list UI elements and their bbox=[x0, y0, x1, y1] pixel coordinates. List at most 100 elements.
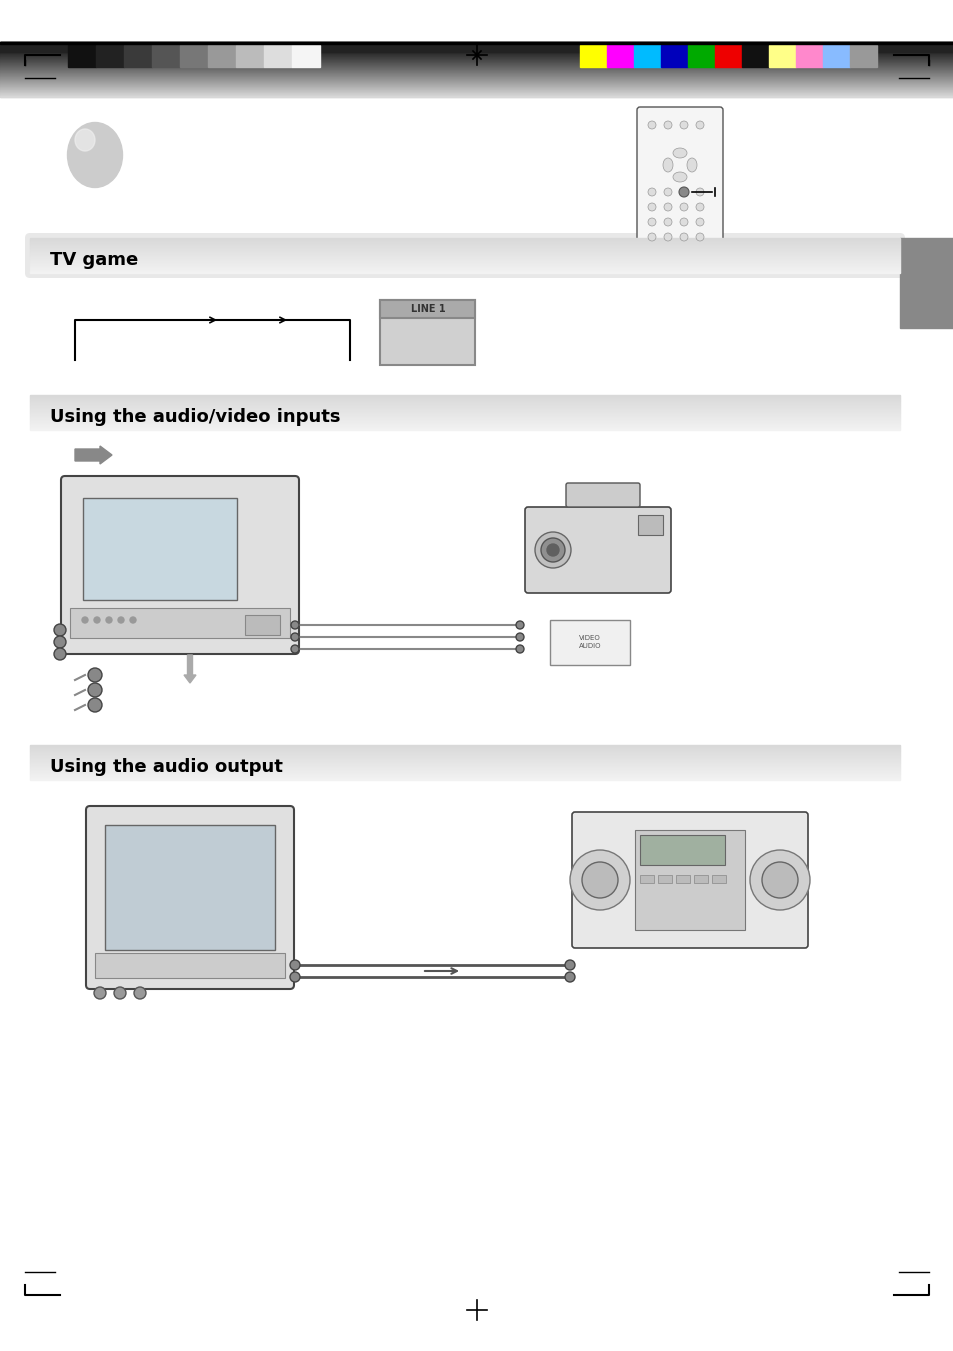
Bar bbox=[741, 45, 768, 68]
Ellipse shape bbox=[662, 158, 672, 172]
Text: VIDEO
AUDIO: VIDEO AUDIO bbox=[578, 635, 600, 648]
Circle shape bbox=[88, 684, 102, 697]
Bar bbox=[687, 45, 714, 68]
Circle shape bbox=[291, 621, 298, 630]
Bar bbox=[245, 615, 280, 635]
Bar bbox=[606, 45, 634, 68]
Bar bbox=[96, 45, 124, 68]
Circle shape bbox=[663, 122, 671, 128]
Circle shape bbox=[94, 617, 100, 623]
Bar bbox=[795, 45, 822, 68]
FancyBboxPatch shape bbox=[572, 812, 807, 948]
Bar bbox=[208, 45, 235, 68]
Text: Using the audio/video inputs: Using the audio/video inputs bbox=[50, 408, 340, 426]
Circle shape bbox=[569, 850, 629, 911]
Bar bbox=[711, 875, 725, 884]
FancyArrow shape bbox=[75, 446, 112, 463]
Text: LINE 1: LINE 1 bbox=[410, 304, 445, 313]
Bar bbox=[124, 45, 152, 68]
Circle shape bbox=[647, 203, 656, 211]
Circle shape bbox=[94, 988, 106, 998]
Circle shape bbox=[696, 218, 703, 226]
Bar bbox=[693, 875, 707, 884]
Text: TV game: TV game bbox=[50, 251, 138, 269]
Circle shape bbox=[564, 961, 575, 970]
FancyBboxPatch shape bbox=[25, 232, 904, 278]
Circle shape bbox=[54, 648, 66, 661]
Bar bbox=[822, 45, 849, 68]
Circle shape bbox=[546, 544, 558, 557]
Circle shape bbox=[516, 621, 523, 630]
Circle shape bbox=[663, 218, 671, 226]
FancyBboxPatch shape bbox=[637, 107, 722, 258]
Circle shape bbox=[647, 232, 656, 240]
Circle shape bbox=[679, 232, 687, 240]
Circle shape bbox=[535, 532, 571, 567]
Bar bbox=[639, 835, 724, 865]
Bar bbox=[180, 45, 208, 68]
FancyBboxPatch shape bbox=[86, 807, 294, 989]
Circle shape bbox=[647, 188, 656, 196]
Circle shape bbox=[679, 188, 687, 196]
Bar bbox=[579, 45, 606, 68]
Circle shape bbox=[54, 636, 66, 648]
Bar bbox=[768, 45, 795, 68]
Circle shape bbox=[761, 862, 797, 898]
Circle shape bbox=[516, 634, 523, 640]
FancyBboxPatch shape bbox=[565, 484, 639, 507]
Bar bbox=[550, 620, 629, 665]
Circle shape bbox=[113, 988, 126, 998]
Bar bbox=[676, 875, 689, 884]
Bar bbox=[292, 45, 319, 68]
Circle shape bbox=[88, 667, 102, 682]
Circle shape bbox=[696, 188, 703, 196]
Circle shape bbox=[516, 644, 523, 653]
Bar bbox=[849, 45, 876, 68]
Circle shape bbox=[679, 218, 687, 226]
Ellipse shape bbox=[75, 128, 95, 151]
Circle shape bbox=[118, 617, 124, 623]
Circle shape bbox=[696, 203, 703, 211]
Circle shape bbox=[679, 203, 687, 211]
Bar bbox=[634, 45, 660, 68]
Bar bbox=[70, 608, 290, 638]
Circle shape bbox=[291, 634, 298, 640]
Bar bbox=[635, 830, 744, 929]
Bar bbox=[0, 42, 953, 51]
Bar bbox=[638, 515, 662, 535]
Bar bbox=[379, 300, 475, 365]
Bar bbox=[660, 45, 687, 68]
Bar bbox=[152, 45, 180, 68]
Ellipse shape bbox=[68, 123, 122, 188]
Bar bbox=[83, 499, 236, 600]
Bar bbox=[264, 45, 292, 68]
Circle shape bbox=[133, 988, 146, 998]
Bar bbox=[0, 42, 953, 45]
Circle shape bbox=[54, 624, 66, 636]
Circle shape bbox=[663, 188, 671, 196]
Ellipse shape bbox=[672, 149, 686, 158]
Bar bbox=[95, 952, 285, 978]
Ellipse shape bbox=[672, 172, 686, 182]
Circle shape bbox=[696, 122, 703, 128]
Circle shape bbox=[679, 122, 687, 128]
Circle shape bbox=[696, 232, 703, 240]
Circle shape bbox=[663, 203, 671, 211]
Circle shape bbox=[679, 186, 688, 197]
FancyBboxPatch shape bbox=[61, 476, 298, 654]
Circle shape bbox=[290, 971, 299, 982]
Circle shape bbox=[564, 971, 575, 982]
Circle shape bbox=[106, 617, 112, 623]
Bar bbox=[105, 825, 274, 950]
Text: Using the audio output: Using the audio output bbox=[50, 758, 283, 775]
Bar bbox=[899, 238, 953, 328]
Bar bbox=[714, 45, 741, 68]
Bar bbox=[658, 875, 671, 884]
Bar bbox=[639, 875, 654, 884]
Circle shape bbox=[130, 617, 136, 623]
FancyBboxPatch shape bbox=[524, 507, 670, 593]
Circle shape bbox=[581, 862, 618, 898]
Circle shape bbox=[291, 644, 298, 653]
Circle shape bbox=[88, 698, 102, 712]
FancyArrow shape bbox=[184, 655, 195, 684]
